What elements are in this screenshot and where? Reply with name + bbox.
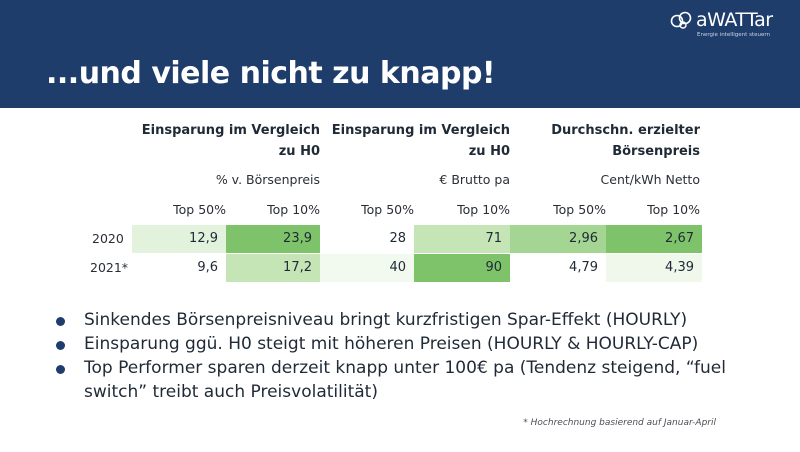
col-header-top10: Top 10% <box>267 202 320 217</box>
table-cell: 28 <box>320 225 414 253</box>
group-title-line2: zu H0 <box>278 144 320 159</box>
table-cell: 40 <box>320 254 414 282</box>
bullet-item: Einsparung ggü. H0 steigt mit höheren Pr… <box>52 332 752 356</box>
bullet-text: Sinkendes Börsenpreisniveau bringt kurzf… <box>84 310 688 330</box>
logo-text: aWATTar <box>696 9 773 31</box>
bullet-item: Sinkendes Börsenpreisniveau bringt kurzf… <box>52 308 752 332</box>
table-cell: 90 <box>414 254 510 282</box>
slide-title: ...und viele nicht zu knapp! <box>46 56 496 91</box>
col-header-top50: Top 50% <box>553 202 606 217</box>
table-cell: 4,39 <box>606 254 702 282</box>
table-cell: 17,2 <box>226 254 320 282</box>
group-header-3: Durchschn. erzielter Börsenpreis <box>500 120 700 162</box>
table-cell: 2,96 <box>510 225 606 253</box>
row-label-2021: 2021* <box>90 260 129 275</box>
row-label-2020: 2020 <box>92 231 124 246</box>
table-cell: 2,67 <box>606 225 702 253</box>
group-title-line1: Einsparung im Vergleich <box>141 123 320 138</box>
bullet-item: Top Performer sparen derzeit knapp unter… <box>52 356 752 404</box>
group-unit-1: % v. Börsenpreis <box>215 172 320 187</box>
group-unit-3: Cent/kWh Netto <box>600 172 700 187</box>
table-cell: 9,6 <box>132 254 226 282</box>
table-cell: 71 <box>414 225 510 253</box>
bullet-list: Sinkendes Börsenpreisniveau bringt kurzf… <box>52 308 752 404</box>
table-cell: 23,9 <box>226 225 320 253</box>
col-header-top10: Top 10% <box>457 202 510 217</box>
logo-subtitle: Energie intelligent steuern <box>697 32 770 38</box>
table-cell: 12,9 <box>132 225 226 253</box>
col-header-top10: Top 10% <box>647 202 700 217</box>
awattar-logo: aWATTar Energie intelligent steuern <box>670 8 780 40</box>
col-header-top50: Top 50% <box>361 202 414 217</box>
bullet-text: Einsparung ggü. H0 steigt mit höheren Pr… <box>84 334 699 354</box>
group-header-2: Einsparung im Vergleich zu H0 <box>310 120 510 162</box>
col-header-top50: Top 50% <box>173 202 226 217</box>
group-title-line2: zu H0 <box>468 144 510 159</box>
group-unit-2: € Brutto pa <box>439 172 510 187</box>
bullet-dot-icon <box>56 341 65 350</box>
group-title-line2: Börsenpreis <box>612 144 700 159</box>
logo-icon <box>670 11 692 29</box>
group-title-line1: Durchschn. erzielter <box>551 123 700 138</box>
bullet-text: Top Performer sparen derzeit knapp unter… <box>84 358 726 402</box>
bullet-dot-icon <box>56 317 65 326</box>
bullet-dot-icon <box>56 365 65 374</box>
slide-header: ...und viele nicht zu knapp! aWATTar Ene… <box>0 0 800 108</box>
group-title-line1: Einsparung im Vergleich <box>331 123 510 138</box>
footnote: * Hochrechnung basierend auf Januar-Apri… <box>523 418 716 428</box>
table-cell: 4,79 <box>510 254 606 282</box>
group-header-1: Einsparung im Vergleich zu H0 <box>120 120 320 162</box>
